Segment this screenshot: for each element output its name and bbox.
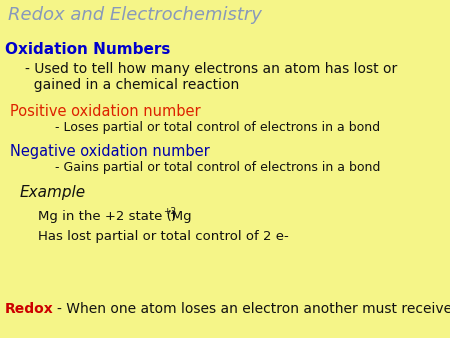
Text: - Gains partial or total control of electrons in a bond: - Gains partial or total control of elec… [55,161,380,174]
Text: Redox: Redox [5,302,54,316]
Text: - Loses partial or total control of electrons in a bond: - Loses partial or total control of elec… [55,121,380,134]
Text: - Used to tell how many electrons an atom has lost or: - Used to tell how many electrons an ato… [25,62,397,76]
Text: Redox and Electrochemistry: Redox and Electrochemistry [8,6,262,24]
Text: ): ) [171,210,176,223]
Text: Mg in the +2 state (Mg: Mg in the +2 state (Mg [38,210,192,223]
Text: Negative oxidation number: Negative oxidation number [10,144,210,159]
Text: - When one atom loses an electron another must receive it: - When one atom loses an electron anothe… [57,302,450,316]
Text: Example: Example [20,185,86,200]
Text: gained in a chemical reaction: gained in a chemical reaction [25,78,239,92]
Text: Positive oxidation number: Positive oxidation number [10,104,201,119]
Text: Has lost partial or total control of 2 e-: Has lost partial or total control of 2 e… [38,230,289,243]
Text: +2: +2 [163,207,176,216]
Text: Oxidation Numbers: Oxidation Numbers [5,42,171,57]
